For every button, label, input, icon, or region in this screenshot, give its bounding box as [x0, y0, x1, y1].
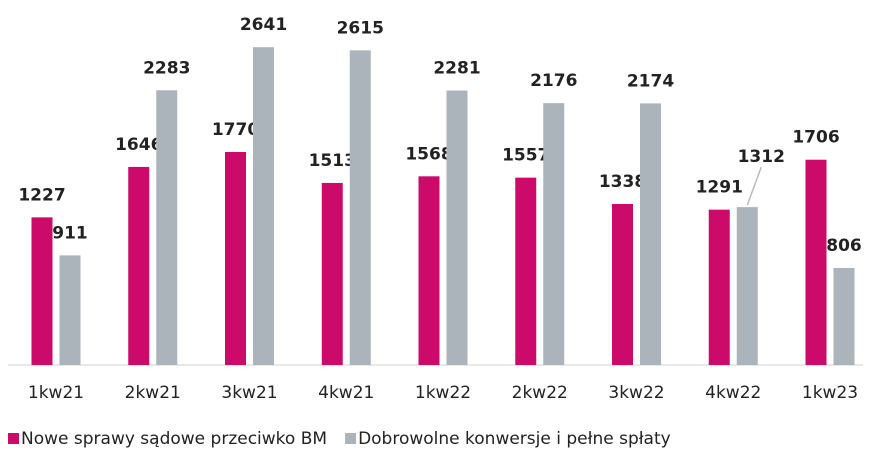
bar	[418, 176, 440, 365]
legend-swatch	[8, 433, 19, 444]
value-label: 806	[826, 236, 862, 256]
value-label: 1291	[696, 178, 743, 198]
value-label: 1568	[405, 144, 452, 164]
value-label: 1770	[212, 120, 259, 140]
x-tick-label: 3kw21	[221, 383, 277, 403]
bar	[708, 209, 730, 365]
bar	[543, 103, 565, 365]
bar	[59, 255, 81, 365]
legend-label: Nowe sprawy sądowe przeciwko BM	[21, 429, 327, 449]
value-label: 2281	[433, 59, 480, 79]
bar	[225, 152, 246, 365]
bar	[833, 268, 855, 365]
x-tick-label: 1kw22	[415, 383, 471, 403]
value-label: 1227	[18, 185, 65, 205]
value-label: 1557	[502, 146, 549, 166]
x-tick-label: 3kw22	[608, 383, 664, 403]
value-label: 1513	[309, 151, 356, 171]
legend-swatch	[345, 433, 357, 444]
value-label: 1706	[792, 128, 839, 148]
value-label: 2641	[240, 15, 287, 35]
bar	[446, 90, 468, 366]
bar	[349, 50, 371, 365]
legend-label: Dobrowolne konwersje i pełne spłaty	[358, 429, 671, 449]
bar	[736, 207, 758, 365]
x-tick-label: 4kw22	[705, 383, 761, 403]
x-tick-label: 2kw22	[512, 383, 568, 403]
bar	[515, 177, 537, 365]
value-label: 1646	[115, 135, 162, 155]
value-label: 2174	[627, 71, 674, 91]
value-label: 2615	[337, 18, 384, 38]
bar	[321, 182, 343, 365]
x-tick-label: 2kw21	[125, 383, 181, 403]
bar	[805, 159, 827, 365]
value-label: 2283	[143, 58, 190, 78]
bar	[31, 217, 53, 365]
value-label: 1338	[599, 172, 646, 192]
bar	[128, 166, 150, 365]
bar	[253, 47, 274, 365]
bar	[612, 203, 633, 365]
value-label: 911	[52, 223, 88, 243]
x-tick-label: 1kw23	[802, 383, 858, 403]
x-tick-label: 1kw21	[28, 383, 84, 403]
x-tick-label: 4kw21	[318, 383, 374, 403]
value-label: 2176	[530, 71, 577, 91]
value-label: 1312	[738, 147, 785, 167]
bar	[156, 90, 178, 366]
leader-line	[746, 166, 762, 206]
bar	[640, 103, 661, 366]
